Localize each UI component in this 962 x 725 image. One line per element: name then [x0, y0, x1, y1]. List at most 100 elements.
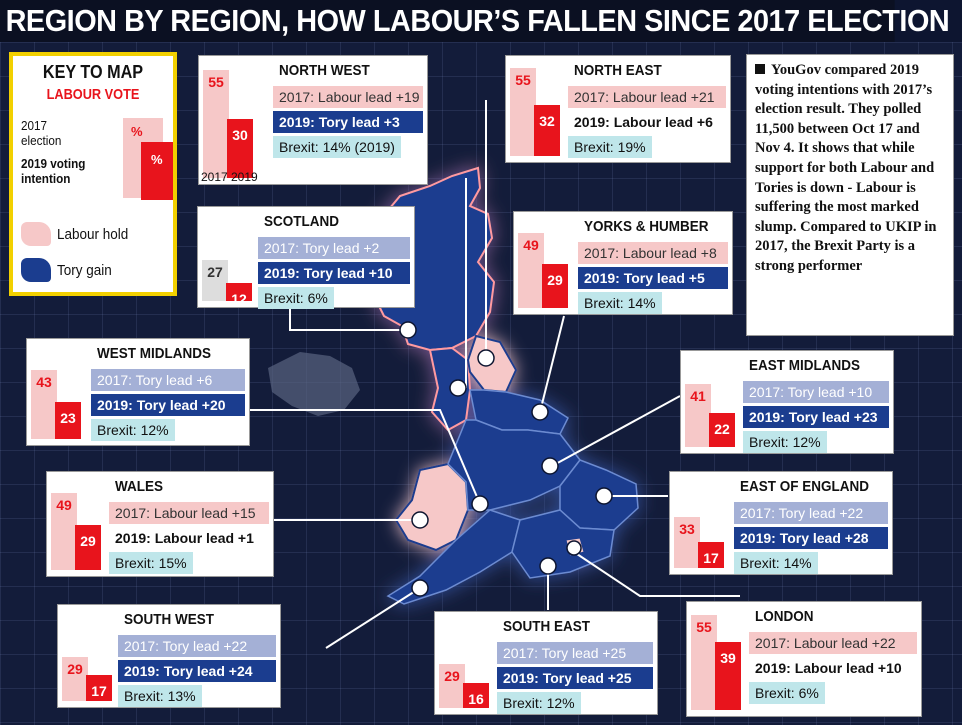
bar-chart: 49 29 [518, 216, 578, 308]
bar-2017 [685, 384, 711, 447]
pin-north-west [449, 379, 467, 397]
value-2017: 33 [679, 521, 695, 537]
key-subheading: LABOUR VOTE [46, 86, 140, 103]
value-2019: 23 [60, 410, 76, 426]
region-name: WALES [115, 478, 164, 495]
result-2017: 2017: Tory lead +2 [258, 237, 410, 259]
result-2017: 2017: Tory lead +6 [91, 369, 245, 391]
brexit-share: Brexit: 6% [258, 287, 334, 309]
region-name: SOUTH WEST [124, 611, 214, 628]
value-2017: 55 [208, 74, 224, 90]
pin-wales [411, 511, 429, 529]
result-2017: 2017: Labour lead +8 [578, 242, 728, 264]
bar-2019 [709, 413, 735, 447]
legend-tory-gain: Tory gain [57, 262, 112, 279]
result-2017: 2017: Labour lead +22 [749, 632, 917, 654]
result-2017: 2017: Tory lead +22 [118, 635, 276, 657]
value-2019: 29 [547, 272, 563, 288]
panel-south-west: 29 17 SOUTH WEST 2017: Tory lead +22 2019: T… [57, 604, 281, 708]
region-wales-shape [394, 462, 470, 552]
region-name: SCOTLAND [264, 213, 339, 230]
note-text: YouGov compared 2019 voting intentions w… [755, 62, 937, 274]
key-bar-2019 [141, 142, 173, 200]
value-2017: 49 [523, 237, 539, 253]
value-2019: 32 [539, 113, 555, 129]
pin-south-west [411, 579, 429, 597]
bar-chart: 29 16 [439, 616, 499, 708]
value-2017: 29 [67, 661, 83, 677]
bar-2017 [674, 517, 700, 568]
pin-north-east [477, 349, 495, 367]
value-2017: 41 [690, 388, 706, 404]
brexit-share: Brexit: 14% (2019) [273, 136, 401, 158]
key-label-2017: 2017 election [21, 118, 62, 148]
value-2017: 55 [515, 72, 531, 88]
panel-east-midlands: 41 22 EAST MIDLANDS 2017: Tory lead +10 2019… [680, 350, 894, 454]
pin-east-midlands [541, 457, 559, 475]
region-name: NORTH EAST [574, 62, 662, 79]
key-pct-2019: % [151, 152, 163, 167]
pin-yorks-humber [531, 403, 549, 421]
bar-2019 [698, 542, 724, 568]
result-2019: 2019: Tory lead +25 [497, 667, 653, 689]
yougov-note: YouGov compared 2019 voting intentions w… [746, 54, 954, 336]
bar-chart: 55 32 [510, 60, 570, 156]
panel-yorks-humber: 49 29 YORKS & HUMBER 2017: Labour lead +8 20… [513, 211, 733, 315]
brexit-share: Brexit: 12% [91, 419, 175, 441]
bar-2017 [202, 260, 228, 301]
result-2017: 2017: Labour lead +15 [109, 502, 269, 524]
bar-2019 [463, 683, 489, 708]
result-2017: 2017: Tory lead +10 [743, 381, 889, 403]
bar-2017 [518, 233, 544, 308]
bar-2017 [203, 70, 229, 178]
page-title: REGION BY REGION, HOW LABOUR’S FALLEN SI… [0, 0, 950, 42]
region-name: NORTH WEST [279, 62, 370, 79]
bar-2019 [75, 525, 101, 570]
result-2017: 2017: Labour lead +19 [273, 86, 423, 108]
result-2017: 2017: Tory lead +22 [734, 502, 888, 524]
value-2019: 12 [231, 291, 247, 307]
value-2019: 16 [468, 691, 484, 707]
result-2019: 2019: Tory lead +24 [118, 660, 276, 682]
brexit-share: Brexit: 12% [743, 431, 827, 453]
key-pct-2017: % [131, 124, 143, 139]
panel-wales: 49 29 WALES 2017: Labour lead +15 2019: Labo… [46, 471, 274, 577]
value-2019: 30 [232, 127, 248, 143]
bar-2017 [51, 493, 77, 570]
key-label-2019: 2019 voting intention [21, 156, 86, 186]
bar-chart: 41 22 [685, 355, 745, 447]
bar-chart: 43 23 [31, 343, 91, 439]
bar-2017 [62, 657, 88, 701]
bar-2019 [542, 264, 568, 308]
result-2017: 2017: Labour lead +21 [568, 86, 726, 108]
brexit-share: Brexit: 14% [578, 292, 662, 314]
leader-line-west-midlands [250, 409, 481, 505]
bar-2017 [31, 370, 57, 439]
result-2019: 2019: Labour lead +10 [749, 657, 917, 679]
bar-chart: 27 12 [202, 211, 262, 307]
result-2019: 2019: Labour lead +6 [568, 111, 726, 133]
region-name: SOUTH EAST [503, 618, 591, 635]
value-2019: 17 [703, 550, 719, 566]
result-2019: 2019: Labour lead +1 [109, 527, 269, 549]
result-2019: 2019: Tory lead +28 [734, 527, 888, 549]
bar-2017 [691, 615, 717, 710]
bar-2017 [510, 68, 536, 156]
panel-london: 55 39 LONDON 2017: Labour lead +22 2019: Lab… [686, 601, 922, 717]
pin-west-midlands [471, 495, 489, 513]
panel-north-west: 55 30 2017 2019 NORTH WEST 2017: Labour lead … [198, 55, 428, 185]
value-2017: 55 [696, 619, 712, 635]
leader-line-yorks-humber [539, 315, 565, 413]
tory-gain-swatch-icon [21, 258, 51, 282]
brexit-share: Brexit: 12% [497, 692, 581, 714]
brexit-share: Brexit: 15% [109, 552, 193, 574]
bar-2019 [55, 402, 81, 439]
value-2017: 29 [444, 668, 460, 684]
bar-2019 [534, 105, 560, 156]
result-2019: 2019: Tory lead +10 [258, 262, 410, 284]
brexit-share: Brexit: 14% [734, 552, 818, 574]
value-2017: 49 [56, 497, 72, 513]
result-2019: 2019: Tory lead +5 [578, 267, 728, 289]
bar-2019 [226, 283, 252, 301]
value-2019: 39 [720, 650, 736, 666]
